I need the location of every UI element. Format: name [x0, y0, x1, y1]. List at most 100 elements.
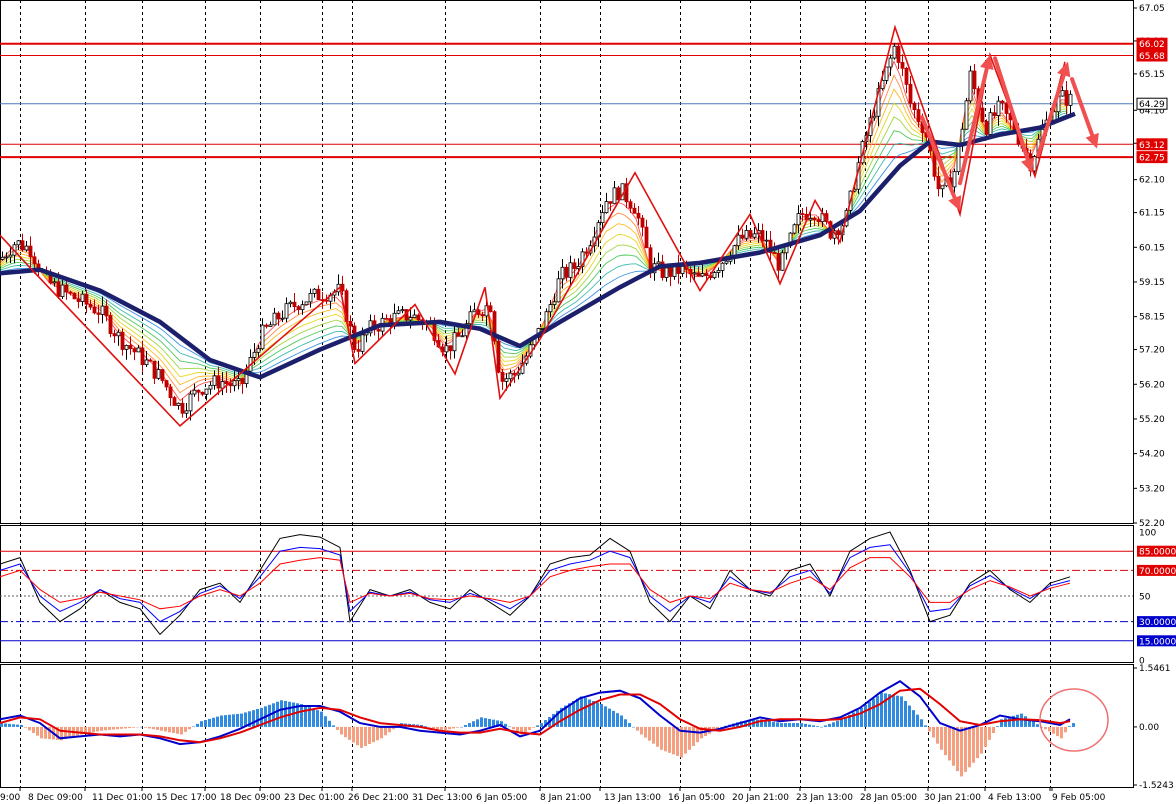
macd-histogram-bar	[4, 723, 7, 727]
candle-body	[84, 293, 89, 305]
macd-histogram-bar	[600, 704, 603, 727]
macd-histogram-bar	[312, 708, 315, 727]
candle-body	[644, 226, 649, 249]
candle-body	[584, 251, 589, 254]
macd-histogram-bar	[652, 726, 655, 744]
candle-body	[172, 397, 177, 406]
macd-histogram-bar	[84, 726, 87, 734]
candle-body	[116, 331, 121, 337]
macd-histogram-bar	[920, 719, 923, 727]
candle-body	[396, 310, 401, 314]
macd-histogram-bar	[524, 726, 527, 733]
candle-body	[936, 175, 941, 190]
macd-histogram-bar	[224, 715, 227, 727]
candle-body	[92, 306, 97, 314]
candle-body	[376, 329, 381, 332]
candle-body	[360, 334, 365, 352]
candle-body	[696, 272, 701, 277]
candle-body	[496, 340, 501, 373]
candle-body	[308, 292, 313, 303]
macd-histogram-bar	[488, 718, 491, 727]
time-label: 8 Jan 21:00	[540, 793, 592, 803]
candle-body	[748, 230, 753, 238]
macd-histogram-bar	[452, 726, 455, 729]
macd-histogram-bar	[892, 694, 895, 727]
macd-histogram-bar	[608, 708, 611, 727]
macd-histogram-bar	[164, 726, 167, 732]
macd-histogram-bar	[756, 719, 759, 727]
macd-histogram-bar	[588, 699, 591, 727]
macd-histogram-bar	[184, 726, 187, 732]
macd-histogram-bar	[544, 720, 547, 727]
macd-histogram-bar	[936, 726, 939, 744]
candle-body	[500, 371, 505, 382]
time-label: 9:00	[0, 793, 20, 803]
macd-histogram-bar	[828, 723, 831, 727]
candle-body	[288, 301, 293, 305]
candle-body	[160, 369, 165, 381]
macd-histogram-bar	[880, 692, 883, 727]
macd-histogram-bar	[876, 695, 879, 727]
macd-histogram-bar	[228, 714, 231, 727]
macd-histogram-bar	[248, 711, 251, 727]
time-label: 16 Jan 05:00	[668, 793, 725, 803]
macd-histogram-bar	[784, 723, 787, 727]
candle-body	[52, 281, 57, 284]
macd-histogram-bar	[132, 726, 135, 728]
candle-body	[872, 115, 877, 119]
candle-body	[224, 381, 229, 385]
macd-histogram-bar	[152, 726, 155, 730]
arrow-shaft	[993, 56, 1030, 162]
macd-histogram-bar	[916, 714, 919, 727]
arrow-shaft	[920, 115, 957, 200]
arrow-shaft	[1036, 73, 1066, 158]
candle-body	[132, 348, 137, 353]
level-label-box	[1136, 37, 1168, 50]
macd-histogram-bar	[688, 726, 691, 750]
y-tick-label: 53.20	[1139, 484, 1165, 494]
candle-body	[760, 230, 765, 242]
candle-body	[488, 305, 493, 313]
level-label-box	[1136, 97, 1168, 110]
candle-body	[196, 389, 201, 393]
macd-histogram-bar	[684, 726, 687, 754]
macd-histogram-bar	[272, 703, 275, 727]
macd-histogram-bar	[480, 717, 483, 727]
candle-body	[912, 102, 917, 111]
candle-body	[612, 187, 617, 204]
candle-body	[208, 384, 213, 390]
candle-body	[304, 301, 309, 306]
arrow-head	[1021, 157, 1035, 173]
candle-body	[156, 369, 161, 379]
candle-body	[188, 393, 193, 412]
level-label: 64.29	[1139, 100, 1165, 110]
macd-histogram-bar	[592, 701, 595, 727]
macd-histogram-bar	[780, 723, 783, 727]
macd-histogram-bar	[352, 726, 355, 743]
oscillator-panel: 100 85.0000 70.0000 50 30.0000 15.0000 0	[0, 529, 1176, 667]
macd-histogram-bar	[740, 721, 743, 727]
macd-histogram-bar	[576, 698, 579, 727]
level-label-box	[1136, 49, 1168, 62]
macd-histogram-bar	[1072, 723, 1075, 727]
candle-body	[120, 331, 125, 350]
macd-histogram-bar	[88, 726, 91, 734]
macd-histogram-bar	[448, 726, 451, 730]
time-label: 6 Jan 05:00	[476, 793, 528, 803]
macd-histogram-bar	[520, 726, 523, 735]
macd-histogram-bar	[792, 723, 795, 727]
candle-body	[812, 217, 817, 221]
macd-histogram-bar	[516, 726, 519, 732]
candle-body	[28, 245, 33, 258]
price-y-axis: 67.0566.1065.1564.1063.1562.1061.1560.15…	[1133, 4, 1165, 529]
candle-body	[988, 112, 993, 135]
macd-histogram-bar	[436, 726, 439, 730]
candle-body	[140, 347, 145, 366]
macd-histogram-bar	[584, 697, 587, 727]
macd-histogram-bar	[852, 712, 855, 727]
candle-body	[4, 256, 9, 259]
level-label-box	[1136, 138, 1168, 151]
candle-body	[904, 67, 909, 85]
candle-body	[608, 201, 613, 204]
